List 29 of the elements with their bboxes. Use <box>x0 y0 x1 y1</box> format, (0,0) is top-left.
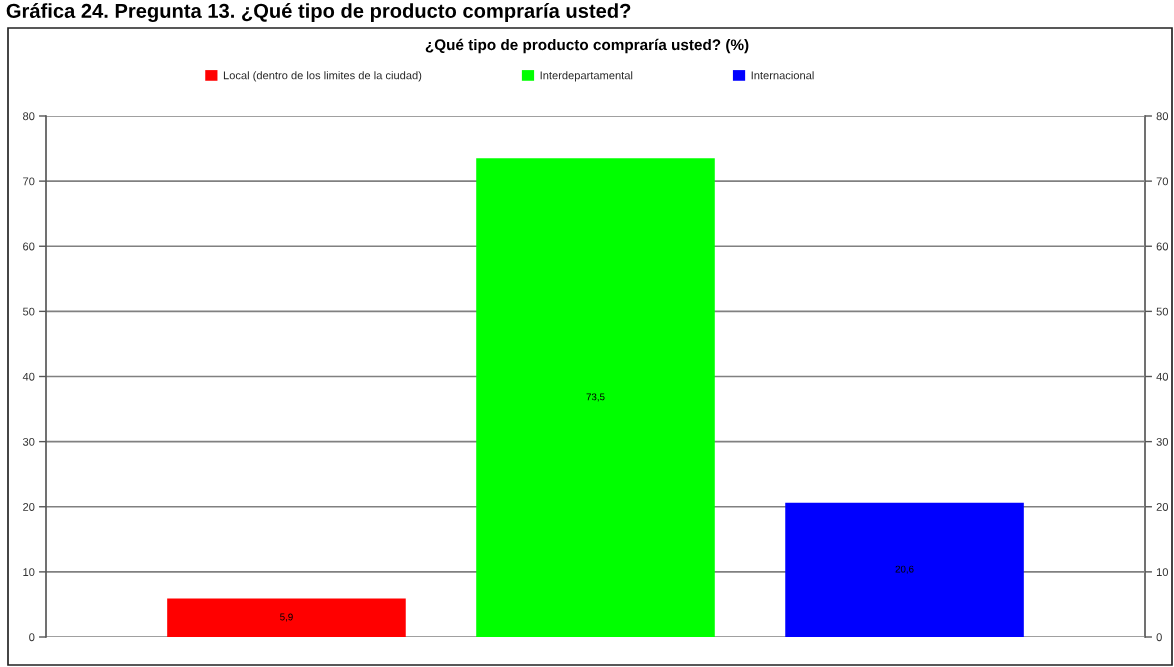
y-tick-label: 50 <box>22 307 35 316</box>
y2-tick-label: 20 <box>1156 503 1169 511</box>
data-label: 20,6 <box>895 565 914 574</box>
y-tick-label: 30 <box>22 437 35 446</box>
y-tick-label: 10 <box>23 568 35 577</box>
y2-tick-label: 60 <box>1156 242 1169 251</box>
y2-tick-label: 30 <box>1156 437 1169 446</box>
bar <box>167 598 406 637</box>
bar <box>476 158 715 637</box>
legend-label: Local (dentro de los limites de la ciudad) <box>223 71 422 82</box>
y-tick-label: 40 <box>22 372 35 381</box>
legend-label: Internacional <box>751 71 814 80</box>
y2-tick-label: 80 <box>1156 112 1169 121</box>
chart-subtitle: ¿Qué tipo de producto compraría usted? (%) <box>425 38 749 54</box>
data-label: 73,5 <box>586 393 605 402</box>
y2-tick-label: 50 <box>1156 307 1169 316</box>
y2-tick-label: 70 <box>1156 177 1169 186</box>
y2-tick-label: 10 <box>1156 568 1169 577</box>
legend-label: Interdepartamental <box>540 71 633 82</box>
y-tick-label: 80 <box>23 112 35 121</box>
bar <box>785 502 1024 637</box>
y2-tick-label: 0 <box>1156 633 1162 642</box>
y-tick-label: 0 <box>29 633 35 642</box>
y-tick-label: 60 <box>23 242 35 251</box>
chart-title: Gráfica 24. Pregunta 13. ¿Qué tipo de producto compraría usted? <box>6 3 631 23</box>
y-tick-label: 20 <box>23 503 35 511</box>
y2-tick-label: 40 <box>1156 372 1169 381</box>
data-label: 5,9 <box>280 613 293 622</box>
y-tick-label: 70 <box>23 177 35 186</box>
